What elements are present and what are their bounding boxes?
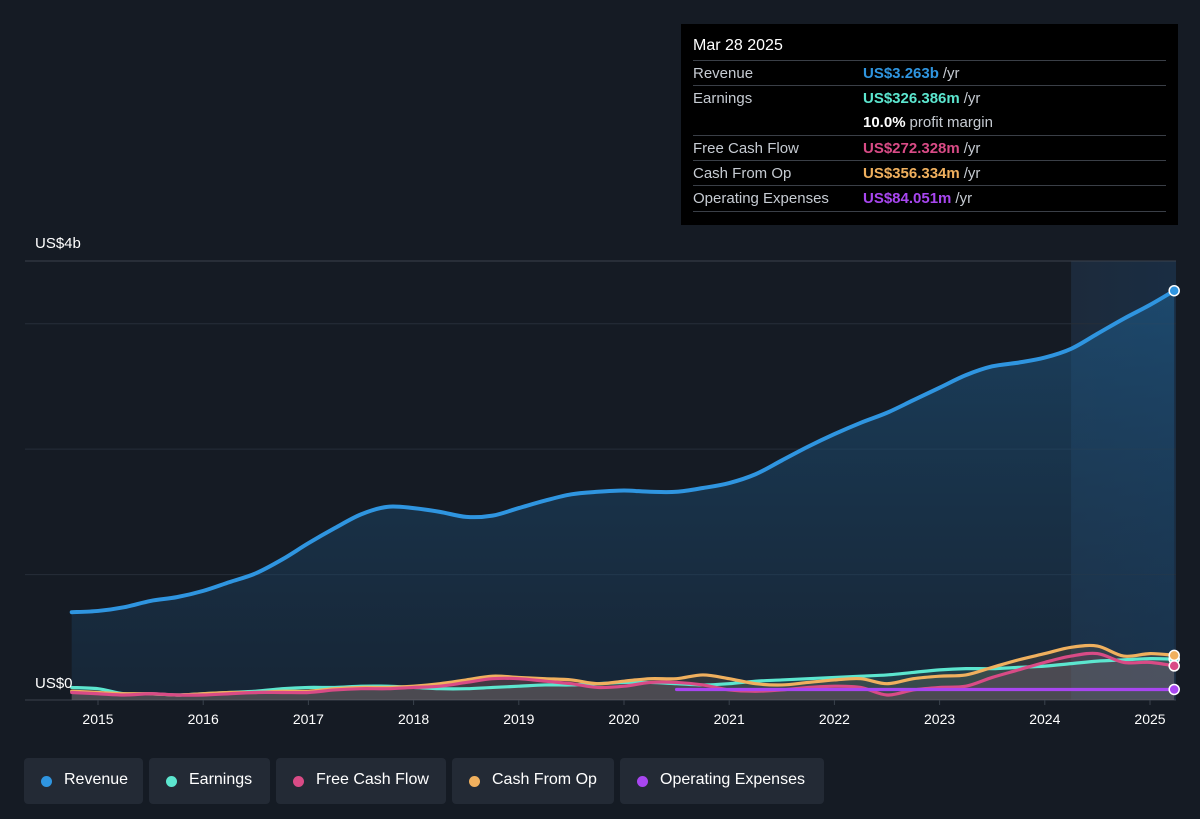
- tooltip-panel: Mar 28 2025 Revenue US$3.263b/yr Earning…: [681, 24, 1178, 225]
- legend-item-fcf[interactable]: Free Cash Flow: [276, 758, 446, 804]
- revenue-area: [71, 290, 1175, 700]
- series-areas: [71, 290, 1175, 700]
- x-axis-ticks: 2015 2016 2017 2018 2019 2020 2021 2022 2023 2024…: [82, 700, 1166, 727]
- legend-item-opex[interactable]: Operating Expenses: [620, 758, 824, 804]
- legend-item-revenue[interactable]: Revenue: [24, 758, 143, 804]
- fcf-end-marker: [1168, 660, 1180, 672]
- revenue-line: [69, 288, 1177, 615]
- legend-label: Revenue: [64, 771, 129, 788]
- cfo-end-marker: [1168, 649, 1180, 662]
- x-tick-label: 2016: [188, 711, 219, 727]
- tooltip-value: US$3.263b/yr: [863, 65, 960, 82]
- legend-label: Operating Expenses: [660, 771, 805, 788]
- legend-label: Free Cash Flow: [316, 771, 429, 788]
- x-tick-label: 2023: [924, 711, 955, 727]
- legend-item-cfo[interactable]: Cash From Op: [452, 758, 614, 804]
- legend-label: Cash From Op: [492, 771, 597, 788]
- x-tick-label: 2015: [82, 711, 113, 727]
- tooltip-row-margin: 10.0% profit margin: [693, 110, 1166, 135]
- legend-dot-icon: [637, 776, 648, 787]
- series-end-markers: [1168, 284, 1180, 696]
- opex-end-marker: [1168, 683, 1180, 696]
- revenue-end-marker: [1168, 284, 1180, 297]
- tooltip-row-fcf: Free Cash Flow US$272.328m/yr: [693, 135, 1166, 161]
- x-tick-label: 2020: [608, 711, 639, 727]
- x-tick-label: 2022: [819, 711, 850, 727]
- x-tick-label: 2024: [1029, 711, 1060, 727]
- tooltip-value: US$272.328m/yr: [863, 140, 981, 157]
- tooltip-value: US$356.334m/yr: [863, 165, 981, 182]
- x-tick-label: 2018: [398, 711, 429, 727]
- tooltip-row-revenue: Revenue US$3.263b/yr: [693, 60, 1166, 86]
- tooltip-value: US$326.386m/yr: [863, 90, 981, 107]
- tooltip-row-cfo: Cash From Op US$356.334m/yr: [693, 160, 1166, 186]
- legend-item-earnings[interactable]: Earnings: [149, 758, 270, 804]
- y-label-top: US$4b: [35, 235, 81, 252]
- x-tick-label: 2017: [293, 711, 324, 727]
- tooltip-label: Cash From Op: [693, 165, 792, 182]
- tooltip-value: US$84.051m/yr: [863, 190, 973, 207]
- y-label-bottom: US$0: [35, 675, 73, 692]
- legend-dot-icon: [469, 776, 480, 787]
- tooltip-date: Mar 28 2025: [693, 37, 783, 54]
- tooltip-label: Operating Expenses: [693, 190, 829, 207]
- cfo-area: [71, 645, 1175, 700]
- legend-label: Earnings: [189, 771, 253, 788]
- x-tick-label: 2019: [503, 711, 534, 727]
- fcf-line: [70, 651, 1176, 697]
- x-tick-label: 2021: [714, 711, 745, 727]
- tooltip-row-earnings: Earnings US$326.386m/yr: [693, 85, 1166, 111]
- tooltip-value: 10.0% profit margin: [863, 114, 993, 131]
- legend-dot-icon: [293, 776, 304, 787]
- legend-dot-icon: [166, 776, 177, 787]
- tooltip-label: Earnings: [693, 90, 753, 107]
- x-tick-label: 2025: [1134, 711, 1165, 727]
- tooltip-label: Revenue: [693, 65, 754, 82]
- series-lines: [69, 288, 1177, 697]
- tooltip-row-opex: Operating Expenses US$84.051m/yr: [693, 185, 1166, 212]
- tooltip-label: Free Cash Flow: [693, 140, 799, 157]
- legend-dot-icon: [41, 776, 52, 787]
